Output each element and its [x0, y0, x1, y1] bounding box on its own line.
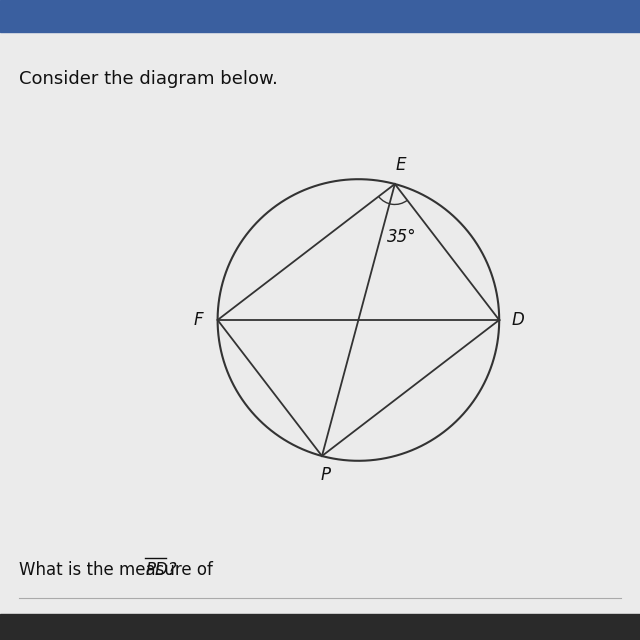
Text: What is the measure of: What is the measure of	[19, 561, 218, 579]
Bar	[0, 614, 640, 640]
Text: D: D	[512, 311, 525, 329]
Text: 35°: 35°	[387, 228, 417, 246]
Text: F: F	[193, 311, 204, 329]
Text: P: P	[320, 466, 330, 484]
Text: Consider the diagram below.: Consider the diagram below.	[19, 70, 278, 88]
Bar	[0, 0, 640, 32]
Text: E: E	[396, 156, 406, 174]
Text: PD?: PD?	[146, 561, 177, 579]
